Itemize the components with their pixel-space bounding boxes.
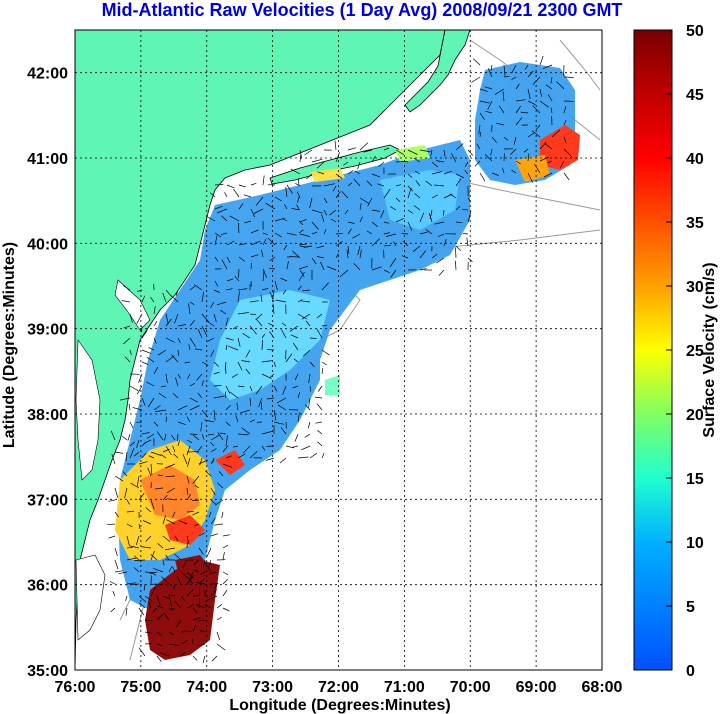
coverage-cyan [210, 290, 330, 400]
x-tick-label: 73:00 [252, 679, 293, 696]
y-tick-label: 40:00 [27, 236, 68, 253]
pamlico-sound [75, 554, 106, 641]
y-tick-label: 36:00 [27, 578, 68, 595]
x-tick-label: 69:00 [516, 679, 557, 696]
colorbar-tick-label: 25 [686, 343, 704, 360]
x-axis-ticks: 76:00 75:00 74:00 73:00 72:00 71:00 70:00 69:00… [55, 679, 623, 696]
colorbar-tick-label: 50 [686, 23, 704, 40]
y-axis-ticks: 42:00 41:00 40:00 39:00 38:00 37:00 36:00 35:00 [27, 66, 68, 680]
colorbar-label: Surface Velocity (cm/s) [701, 262, 718, 437]
colorbar-tick-label: 40 [686, 151, 704, 168]
y-tick-label: 35:00 [27, 663, 68, 680]
long-island [269, 144, 401, 185]
colorbar-tick-label: 5 [686, 599, 695, 616]
colorbar-tick-label: 10 [686, 535, 704, 552]
colorbar-tick-label: 45 [686, 87, 704, 104]
colorbar-tick-label: 30 [686, 279, 704, 296]
colorbar-tick-label: 35 [686, 215, 704, 232]
x-axis-label: Longitude (Degrees:Minutes) [229, 697, 450, 714]
y-tick-label: 37:00 [27, 492, 68, 509]
x-tick-label: 70:00 [450, 679, 491, 696]
map-title: Mid-Atlantic Raw Velocities (1 Day Avg) … [101, 0, 623, 20]
y-axis-label: Latitude (Degrees:Minutes) [1, 242, 18, 448]
velocity-field [115, 62, 580, 660]
colorbar-tick-label: 0 [686, 663, 695, 680]
colorbar-tick-label: 20 [686, 407, 704, 424]
x-tick-label: 72:00 [318, 679, 359, 696]
x-tick-label: 68:00 [582, 679, 623, 696]
colorbar-tick-label: 15 [686, 471, 704, 488]
y-tick-label: 42:00 [27, 66, 68, 83]
velocity-arrows [107, 55, 574, 663]
y-tick-label: 41:00 [27, 151, 68, 168]
x-tick-label: 76:00 [55, 679, 96, 696]
map-grid [75, 30, 602, 670]
chesapeake-bay [75, 339, 101, 481]
x-tick-label: 74:00 [186, 679, 227, 696]
cape-cod [404, 30, 471, 113]
colorbar [633, 29, 673, 671]
x-tick-label: 75:00 [120, 679, 161, 696]
y-tick-label: 39:00 [27, 322, 68, 339]
delaware-bay [114, 279, 151, 331]
map-frame [74, 29, 603, 671]
x-tick-label: 71:00 [384, 679, 425, 696]
y-tick-label: 38:00 [27, 407, 68, 424]
land-mass [75, 30, 446, 670]
